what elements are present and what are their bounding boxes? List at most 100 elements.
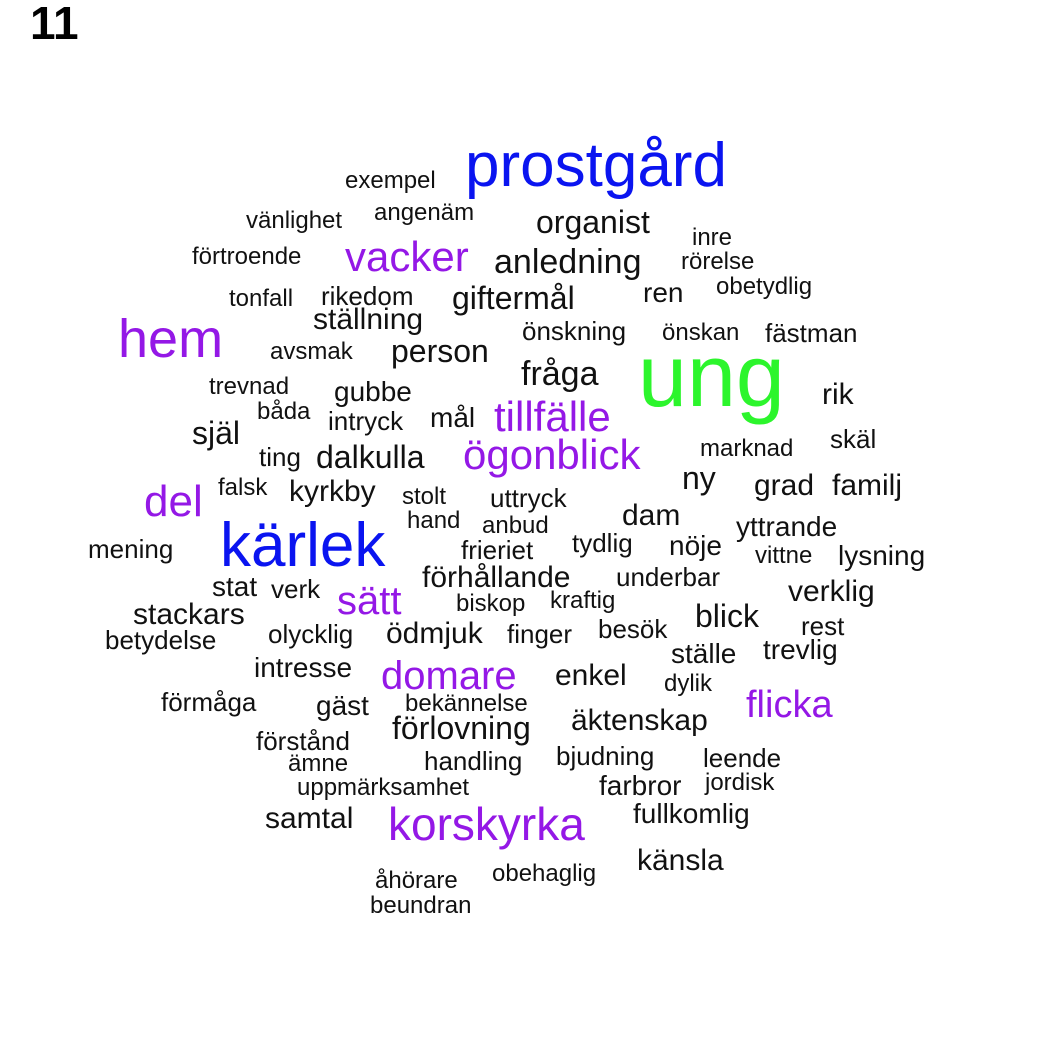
- word-aktenskap: äktenskap: [571, 704, 708, 738]
- word-forhallande: förhållande: [422, 561, 571, 595]
- word-frieriet: frieriet: [461, 534, 534, 565]
- word-lysning: lysning: [838, 539, 926, 571]
- word-forstand: förstånd: [256, 725, 350, 756]
- word-bjudning: bjudning: [556, 740, 655, 771]
- word-hem: hem: [118, 308, 224, 369]
- word-fullkomlig: fullkomlig: [633, 797, 750, 829]
- word-anledning: anledning: [494, 242, 642, 281]
- word-anbud: anbud: [482, 512, 549, 540]
- word-kraftig: kraftig: [550, 587, 616, 615]
- word-verk: verk: [271, 573, 321, 604]
- word-hand: hand: [407, 507, 461, 535]
- word-uppmarksamhet: uppmärksamhet: [297, 774, 470, 802]
- word-dylik: dylik: [664, 670, 713, 698]
- word-noje: nöje: [669, 529, 722, 561]
- word-besok: besök: [598, 613, 668, 644]
- word-avsmak: avsmak: [270, 338, 353, 366]
- word-intryck: intryck: [328, 405, 404, 436]
- word-giftermal: giftermål: [452, 280, 575, 317]
- word-vittne: vittne: [755, 542, 813, 570]
- word-handling: handling: [424, 745, 523, 776]
- word-korskyrka: korskyrka: [388, 798, 585, 851]
- page-title: 11: [30, 0, 79, 49]
- word-ren: ren: [643, 276, 684, 308]
- word-domare: domare: [381, 653, 517, 698]
- word-forlovning: förlovning: [392, 710, 531, 747]
- word-kyrkby: kyrkby: [289, 475, 376, 509]
- word-ting: ting: [259, 441, 301, 472]
- word-stat: stat: [212, 570, 258, 602]
- word-sjal: själ: [192, 415, 241, 452]
- word-organist: organist: [536, 204, 650, 241]
- word-angenam: angenäm: [374, 199, 475, 227]
- word-dam: dam: [622, 499, 681, 533]
- word-trevlig: trevlig: [763, 633, 838, 665]
- word-leende: leende: [703, 742, 782, 773]
- word-tonfall: tonfall: [229, 285, 294, 313]
- word-mening: mening: [88, 533, 174, 564]
- word-verklig: verklig: [788, 575, 875, 609]
- word-familj: familj: [832, 469, 903, 503]
- word-trevnad: trevnad: [209, 373, 290, 401]
- word-satt: sätt: [337, 578, 402, 623]
- word-onskan: önskan: [662, 319, 740, 347]
- word-prostgard: prostgård: [465, 130, 727, 200]
- word-farbror: farbror: [599, 769, 682, 801]
- word-marknad: marknad: [700, 435, 794, 463]
- word-del: del: [144, 477, 203, 527]
- word-dalkulla: dalkulla: [316, 439, 425, 476]
- word-enkel: enkel: [555, 659, 627, 693]
- word-rik: rik: [822, 378, 854, 412]
- word-bekannelse: bekännelse: [405, 690, 528, 718]
- word-intresse: intresse: [254, 651, 353, 683]
- word-yttrande: yttrande: [736, 510, 838, 542]
- word-tydlig: tydlig: [572, 527, 633, 558]
- word-tillfalle: tillfälle: [494, 392, 611, 440]
- word-ahorare: åhörare: [375, 867, 458, 895]
- word-odmjuk: ödmjuk: [386, 617, 483, 651]
- word-finger: finger: [507, 618, 573, 649]
- word-stolt: stolt: [402, 483, 447, 511]
- word-bada: båda: [257, 398, 311, 426]
- word-underbar: underbar: [616, 561, 721, 592]
- word-ny: ny: [682, 460, 716, 497]
- word-ung: ung: [638, 326, 785, 426]
- word-jordisk: jordisk: [705, 769, 775, 797]
- word-samtal: samtal: [265, 802, 354, 836]
- word-karlek: kärlek: [220, 510, 386, 580]
- word-ogonblick: ögonblick: [463, 430, 641, 478]
- word-biskop: biskop: [456, 590, 526, 618]
- word-gubbe: gubbe: [334, 375, 412, 407]
- word-fortroende: förtroende: [192, 243, 302, 271]
- word-mal: mål: [430, 401, 476, 433]
- word-obehaglig: obehaglig: [492, 860, 597, 888]
- word-uttryck: uttryck: [490, 482, 567, 513]
- word-rest: rest: [801, 610, 845, 641]
- word-stallning: ställning: [313, 303, 424, 337]
- word-stalle: ställe: [671, 637, 737, 669]
- word-stackars: stackars: [133, 598, 245, 632]
- word-vanlighet: vänlighet: [246, 207, 343, 235]
- word-person: person: [391, 333, 489, 370]
- word-onskning: önskning: [522, 315, 627, 346]
- word-betydelse: betydelse: [105, 624, 217, 655]
- word-inre: inre: [692, 224, 733, 252]
- word-amne: ämne: [288, 750, 349, 778]
- word-exempel: exempel: [345, 167, 436, 195]
- word-fastman: fästman: [765, 317, 858, 348]
- word-blick: blick: [695, 598, 760, 635]
- word-rorelse: rörelse: [681, 248, 755, 276]
- word-rikedom: rikedom: [321, 280, 414, 311]
- word-obetydlig: obetydlig: [716, 273, 813, 301]
- word-grad: grad: [754, 469, 815, 503]
- word-fraga: fråga: [521, 354, 599, 393]
- word-skal: skäl: [830, 423, 877, 454]
- word-kansla: känsla: [637, 844, 724, 878]
- word-beundran: beundran: [370, 892, 472, 920]
- word-olycklig: olycklig: [268, 618, 354, 649]
- word-formaga: förmåga: [161, 686, 257, 717]
- word-gast: gäst: [316, 689, 369, 721]
- word-vacker: vacker: [345, 232, 469, 280]
- word-flicka: flicka: [746, 684, 833, 727]
